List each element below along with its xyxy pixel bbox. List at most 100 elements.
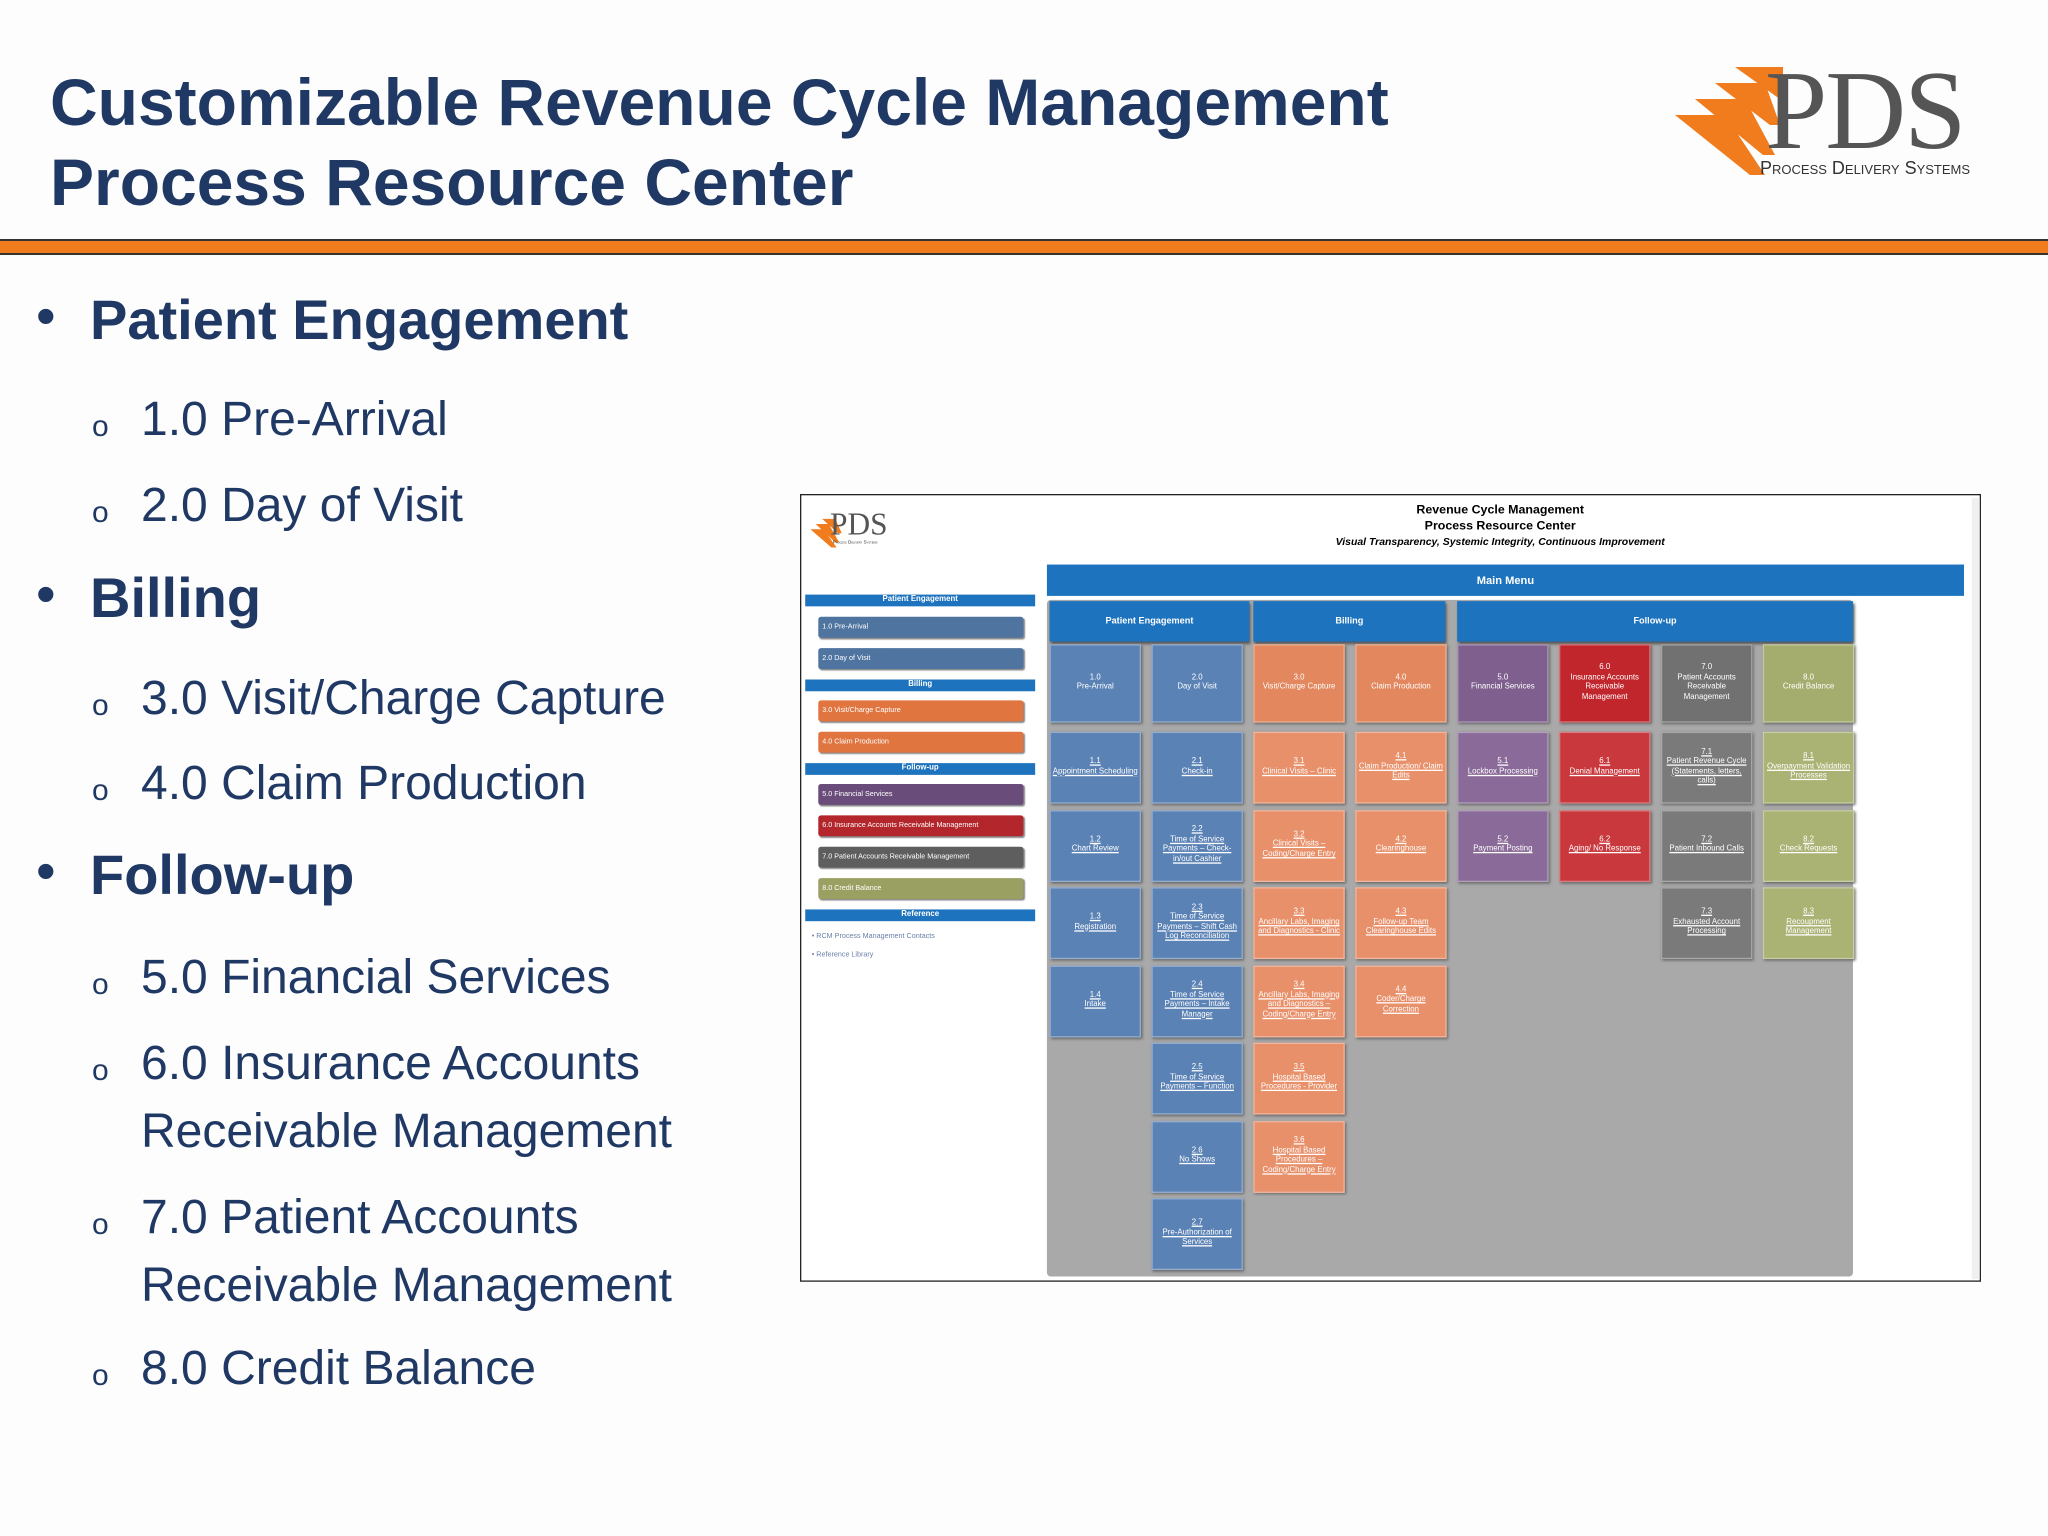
- card-label[interactable]: Ancillary Labs, Imaging and Diagnostics …: [1258, 918, 1340, 936]
- card-label[interactable]: Follow-up Team Clearinghouse Edits: [1365, 918, 1437, 936]
- card-number[interactable]: 2.7: [1191, 1219, 1203, 1228]
- card-number[interactable]: 1.2: [1089, 835, 1101, 844]
- card-number[interactable]: 6.1: [1599, 757, 1611, 766]
- card-number[interactable]: 3.1: [1293, 757, 1305, 766]
- card-label[interactable]: Overpayment Validation Processes: [1767, 762, 1851, 781]
- card-label[interactable]: Payment Posting: [1473, 845, 1533, 854]
- card-number[interactable]: 5.1: [1497, 757, 1509, 766]
- card-label[interactable]: Hospital Based Procedures - Provider: [1260, 1073, 1338, 1092]
- card-label[interactable]: Check Requests: [1779, 845, 1838, 854]
- sidebar-item[interactable]: 8.0 Credit Balance: [818, 878, 1024, 899]
- process-card[interactable]: 8.2 Check Requests: [1762, 809, 1855, 882]
- card-number[interactable]: 2.5: [1191, 1063, 1203, 1072]
- process-card[interactable]: 3.3 Ancillary Labs, Imaging and Diagnosti…: [1253, 887, 1345, 960]
- card-number[interactable]: 4.2: [1395, 835, 1407, 844]
- card-label[interactable]: Patient Revenue Cycle (Statements, lette…: [1666, 757, 1747, 786]
- process-card[interactable]: 2.7 Pre-Authorization of Services: [1151, 1198, 1243, 1271]
- card-number[interactable]: 8.3: [1803, 908, 1814, 917]
- process-card[interactable]: 3.4 Ancillary Labs, Imaging and Diagnosti…: [1253, 964, 1345, 1037]
- column-header[interactable]: 5.0 Financial Services: [1457, 644, 1549, 723]
- card-label[interactable]: Clinical Visits – Clinic: [1262, 767, 1336, 776]
- card-label[interactable]: Appointment Scheduling: [1052, 767, 1138, 776]
- card-label[interactable]: Ancillary Labs, Imaging and Diagnostics …: [1258, 991, 1340, 1019]
- card-label[interactable]: Patient Inbound Calls: [1669, 845, 1744, 854]
- reference-link[interactable]: • RCM Process Management Contacts: [811, 932, 935, 941]
- link-text[interactable]: RCM Process Management Contacts: [816, 932, 935, 941]
- card-number[interactable]: 3.3: [1293, 908, 1305, 917]
- process-card[interactable]: 1.3 Registration: [1049, 887, 1141, 960]
- process-card[interactable]: 4.3 Follow-up Team Clearinghouse Edits: [1355, 887, 1447, 960]
- process-card[interactable]: 1.2 Chart Review: [1049, 809, 1141, 882]
- card-number[interactable]: 4.4: [1395, 986, 1407, 995]
- process-card[interactable]: 4.2 Clearinghouse: [1355, 809, 1447, 882]
- process-card[interactable]: 4.4 Coder/Charge Correction: [1355, 964, 1447, 1037]
- card-number[interactable]: 3.4: [1293, 981, 1305, 990]
- process-card[interactable]: 5.1 Lockbox Processing: [1457, 731, 1549, 804]
- sidebar-item[interactable]: 5.0 Financial Services: [818, 784, 1024, 805]
- card-number[interactable]: 7.2: [1701, 835, 1713, 844]
- link-text[interactable]: Reference Library: [816, 951, 874, 960]
- sidebar-item[interactable]: 4.0 Claim Production: [818, 731, 1024, 753]
- card-label[interactable]: Time of Service Payments – Shift Cash Lo…: [1157, 913, 1238, 941]
- process-card[interactable]: 2.6 No Shows: [1151, 1120, 1243, 1193]
- process-card[interactable]: 2.4 Time of Service Payments – Intake Man…: [1151, 964, 1243, 1037]
- card-number[interactable]: 2.2: [1191, 825, 1203, 834]
- card-label[interactable]: Denial Management: [1569, 767, 1640, 776]
- sidebar-item[interactable]: 2.0 Day of Visit: [818, 648, 1024, 670]
- process-card[interactable]: 3.1 Clinical Visits – Clinic: [1253, 731, 1345, 804]
- process-card[interactable]: 3.5 Hospital Based Procedures - Provider: [1253, 1042, 1345, 1115]
- card-number[interactable]: 3.6: [1293, 1136, 1305, 1145]
- card-number[interactable]: 2.4: [1191, 981, 1203, 990]
- card-label[interactable]: Lockbox Processing: [1467, 767, 1538, 776]
- process-card[interactable]: 8.3 Recoupment Management: [1762, 887, 1855, 960]
- process-card[interactable]: 8.1 Overpayment Validation Processes: [1762, 731, 1855, 804]
- process-card[interactable]: 6.1 Denial Management: [1559, 731, 1651, 804]
- process-card[interactable]: 2.1 Check-in: [1151, 731, 1243, 804]
- card-number[interactable]: 1.3: [1089, 913, 1101, 922]
- column-header[interactable]: 3.0 Visit/Charge Capture: [1253, 644, 1345, 723]
- card-label[interactable]: Intake: [1084, 1000, 1106, 1009]
- column-header[interactable]: 4.0 Claim Production: [1355, 644, 1447, 723]
- process-card[interactable]: 2.3 Time of Service Payments – Shift Cash…: [1151, 887, 1243, 960]
- card-label[interactable]: Aging/ No Response: [1568, 845, 1641, 854]
- column-header[interactable]: 1.0 Pre-Arrival: [1049, 644, 1141, 723]
- card-label[interactable]: No Shows: [1179, 1156, 1216, 1165]
- card-number[interactable]: 8.1: [1803, 752, 1814, 761]
- process-card[interactable]: 7.1 Patient Revenue Cycle (Statements, le…: [1660, 731, 1753, 804]
- card-number[interactable]: 6.2: [1599, 835, 1611, 844]
- card-label[interactable]: Exhausted Account Processing: [1673, 918, 1741, 936]
- sidebar-item[interactable]: 1.0 Pre-Arrival: [818, 616, 1024, 638]
- process-card[interactable]: 2.2 Time of Service Payments – Check-in/o…: [1151, 809, 1243, 882]
- card-label[interactable]: Chart Review: [1071, 845, 1119, 854]
- card-label[interactable]: Claim Production/ Claim Edits: [1358, 762, 1443, 781]
- reference-link[interactable]: • Reference Library: [811, 951, 874, 960]
- card-number[interactable]: 7.3: [1701, 908, 1713, 917]
- process-card[interactable]: 1.1 Appointment Scheduling: [1049, 731, 1141, 804]
- card-number[interactable]: 4.3: [1395, 908, 1407, 917]
- sidebar-item[interactable]: 6.0 Insurance Accounts Receivable Manage…: [818, 815, 1024, 837]
- card-label[interactable]: Time of Service Payments – Function: [1160, 1073, 1234, 1092]
- card-number[interactable]: 2.3: [1191, 903, 1203, 912]
- process-card[interactable]: 4.1 Claim Production/ Claim Edits: [1355, 731, 1447, 804]
- card-number[interactable]: 1.4: [1089, 991, 1101, 999]
- column-header[interactable]: 7.0 Patient Accounts Receivable Managemen…: [1660, 644, 1753, 723]
- card-number[interactable]: 7.1: [1701, 748, 1713, 756]
- card-label[interactable]: Pre-Authorization of Services: [1162, 1229, 1232, 1247]
- card-label[interactable]: Time of Service Payments – Intake Manage…: [1164, 991, 1230, 1019]
- card-label[interactable]: Registration: [1074, 923, 1117, 931]
- sidebar-item[interactable]: 3.0 Visit/Charge Capture: [818, 700, 1024, 722]
- process-card[interactable]: 6.2 Aging/ No Response: [1559, 809, 1651, 882]
- card-label[interactable]: Coder/Charge Correction: [1376, 995, 1426, 1014]
- process-card[interactable]: 7.2 Patient Inbound Calls: [1660, 809, 1753, 882]
- column-header[interactable]: 6.0 Insurance Accounts Receivable Managem…: [1559, 644, 1651, 723]
- card-label[interactable]: Check-in: [1181, 767, 1213, 776]
- process-card[interactable]: 3.6 Hospital Based Procedures – Coding/Ch…: [1253, 1120, 1345, 1193]
- card-number[interactable]: 3.5: [1293, 1063, 1305, 1072]
- card-number[interactable]: 8.2: [1803, 835, 1814, 844]
- card-label[interactable]: Hospital Based Procedures – Coding/Charg…: [1262, 1146, 1336, 1174]
- process-card[interactable]: 5.2 Payment Posting: [1457, 809, 1549, 882]
- process-card[interactable]: 7.3 Exhausted Account Processing: [1660, 887, 1753, 960]
- card-label[interactable]: Clearinghouse: [1375, 845, 1427, 854]
- card-number[interactable]: 2.1: [1191, 757, 1203, 766]
- column-header[interactable]: 2.0 Day of Visit: [1151, 644, 1243, 723]
